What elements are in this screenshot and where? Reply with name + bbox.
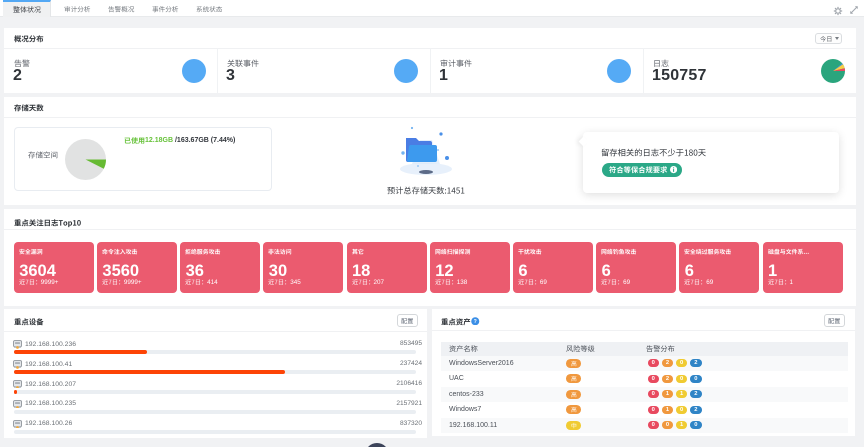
svg-text:?: ?	[474, 319, 477, 325]
